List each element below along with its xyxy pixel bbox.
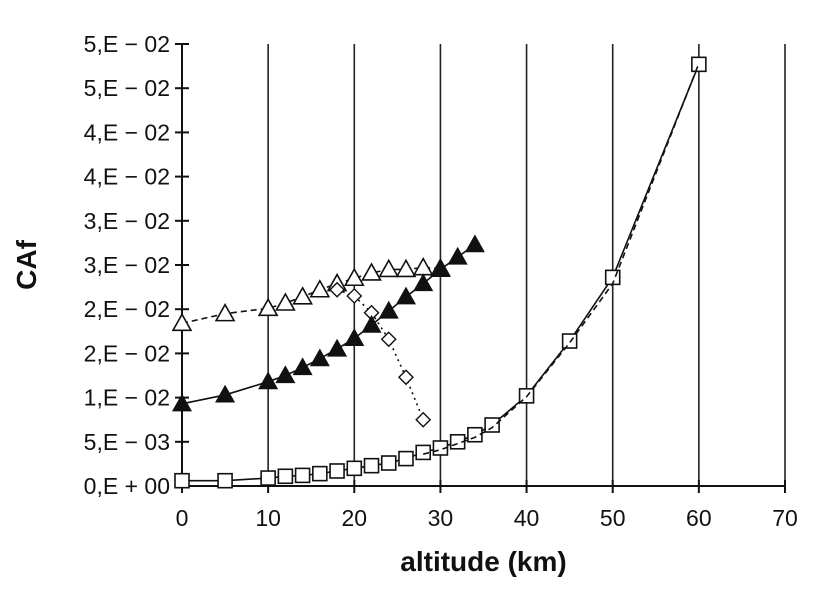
series-3-point-14 — [467, 426, 483, 443]
series-2-point-8 — [361, 314, 382, 333]
series-1-point-3 — [380, 331, 397, 348]
series-3-point-8 — [363, 457, 380, 474]
x-tick-label-1: 10 — [255, 505, 281, 531]
x-tick-label-6: 60 — [686, 505, 712, 531]
grid-layer — [267, 44, 786, 486]
series-2-point-1 — [215, 384, 236, 403]
series-2-point-11 — [413, 273, 434, 292]
y-tick-label-6: 3,E − 02 — [84, 208, 170, 234]
series-3-point-9 — [380, 455, 397, 471]
series-3-point-3 — [277, 468, 294, 485]
x-tick-label-3: 30 — [428, 505, 454, 531]
y-tick-label-1: 5,E − 03 — [84, 429, 170, 455]
y-tick-label-10: 5,E − 02 — [84, 31, 170, 57]
series-3-point-2 — [260, 470, 276, 486]
series-2-point-10 — [395, 286, 416, 305]
y-tick-label-0: 0,E + 00 — [84, 473, 170, 499]
series-1-line — [336, 288, 424, 421]
series-0-point-10 — [395, 258, 417, 278]
series-3-point-0 — [174, 472, 190, 489]
axes-layer — [175, 43, 786, 493]
series-2-point-2 — [258, 371, 279, 390]
series-3-point-6 — [329, 463, 345, 479]
y-tick-label-4: 2,E − 02 — [84, 296, 170, 322]
y-tick-label-7: 4,E − 02 — [84, 164, 170, 190]
series-2-point-13 — [447, 246, 468, 265]
series-0-point-3 — [275, 292, 296, 311]
series-1-point-4 — [397, 369, 414, 386]
x-tick-label-7: 70 — [772, 505, 798, 531]
series-3-point-5 — [312, 465, 328, 482]
series-0-point-2 — [257, 297, 279, 317]
series-3-point-11 — [415, 444, 432, 461]
y-tick-label-8: 4,E − 02 — [84, 119, 170, 145]
series-4-line — [423, 63, 700, 455]
y-tick-label-9: 5,E − 02 — [84, 75, 170, 101]
series-3 — [174, 56, 707, 489]
series-3-point-19 — [691, 56, 707, 73]
series-0-point-5 — [309, 279, 331, 298]
series-2-line — [181, 244, 476, 405]
series-2-point-5 — [309, 348, 330, 367]
series-layer — [171, 56, 707, 489]
series-1-point-5 — [415, 411, 432, 428]
series-2-point-3 — [275, 365, 296, 384]
series-2-point-0 — [171, 393, 193, 412]
x-tick-label-4: 40 — [514, 505, 540, 531]
series-2-point-6 — [327, 338, 348, 357]
series-0-point-4 — [292, 286, 313, 305]
series-2-point-7 — [344, 328, 365, 346]
x-axis-title: altitude (km) — [400, 546, 566, 577]
series-2 — [171, 234, 485, 412]
series-3-point-7 — [346, 460, 363, 477]
series-0-point-0 — [171, 312, 193, 332]
tick-labels: 0,E + 00 5,E − 03 1,E − 02 2,E − 02 2,E − 02… — [84, 31, 798, 531]
series-0-point-7 — [343, 267, 365, 287]
y-axis-title: CAf — [11, 239, 42, 289]
series-2-point-4 — [292, 357, 313, 376]
x-tick-label-0: 0 — [176, 505, 189, 531]
series-2-point-14 — [464, 234, 485, 253]
series-3-point-17 — [561, 333, 578, 349]
series-0-point-11 — [412, 257, 434, 276]
series-1-point-0 — [329, 281, 346, 298]
series-0-point-1 — [214, 302, 236, 322]
series-0-point-8 — [361, 262, 382, 281]
y-tick-label-5: 3,E − 02 — [84, 252, 170, 278]
series-3-point-4 — [294, 467, 311, 484]
series-1 — [329, 281, 432, 428]
series-3-point-1 — [217, 472, 233, 489]
x-tick-label-5: 50 — [600, 505, 626, 531]
series-3-point-15 — [484, 417, 500, 433]
series-3-point-10 — [398, 450, 414, 467]
series-4 — [423, 63, 700, 455]
series-2-point-12 — [430, 259, 451, 278]
y-tick-label-2: 1,E − 02 — [84, 385, 170, 411]
series-0-point-9 — [378, 258, 400, 278]
series-2-point-9 — [378, 300, 399, 319]
x-tick-label-2: 20 — [341, 505, 367, 531]
y-tick-label-3: 2,E − 02 — [84, 340, 170, 366]
series-1-point-1 — [346, 287, 363, 304]
